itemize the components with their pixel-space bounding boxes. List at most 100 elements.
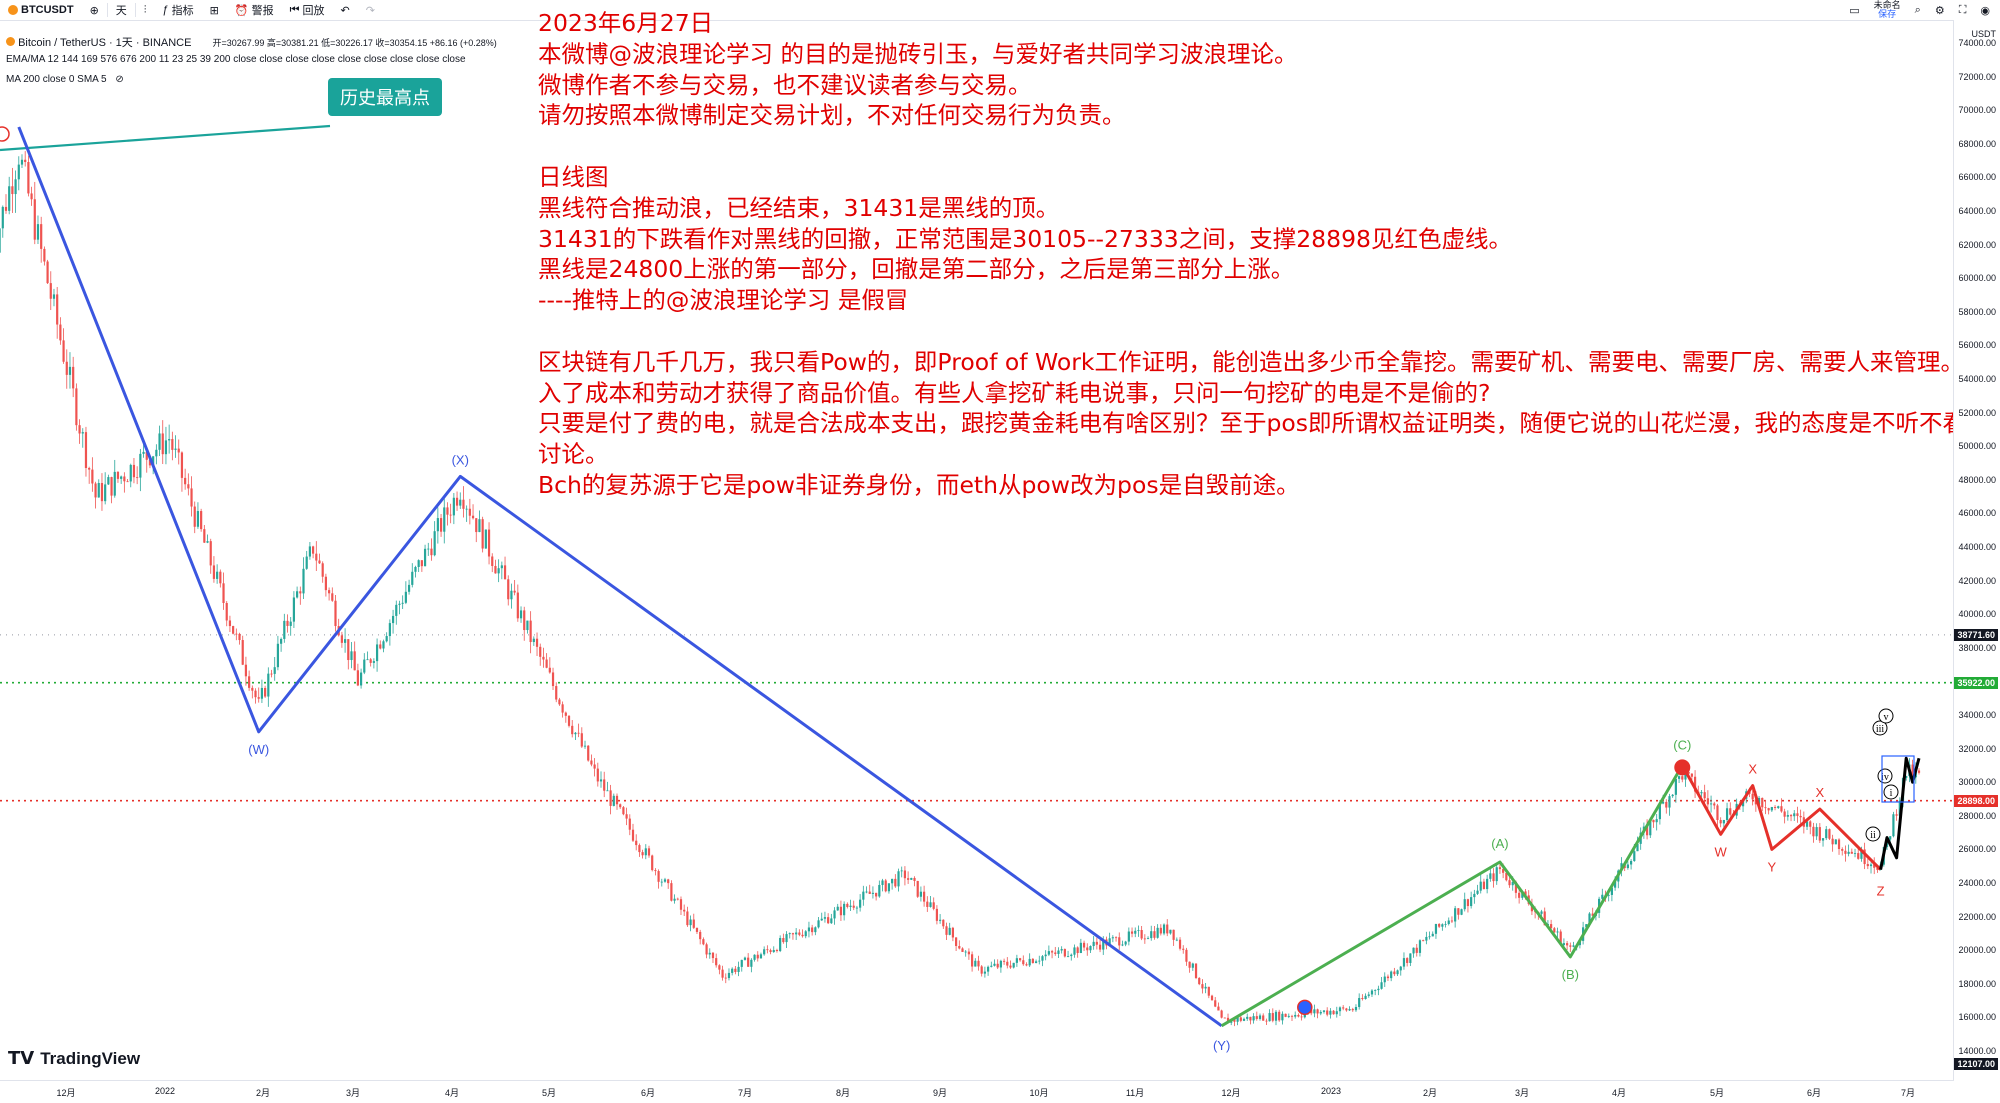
candle-body bbox=[587, 745, 590, 761]
candle-body bbox=[1700, 792, 1703, 794]
fullscreen-icon[interactable]: ⛶ bbox=[1958, 3, 1967, 16]
candle-body bbox=[1041, 956, 1044, 961]
y-tick-label: 68000.00 bbox=[1958, 138, 1996, 149]
y-tick-label: 60000.00 bbox=[1958, 273, 1996, 284]
candle-body bbox=[14, 179, 17, 195]
impulse-label-text: iv bbox=[1881, 772, 1889, 783]
candle-body bbox=[1466, 899, 1470, 907]
candle-body bbox=[817, 920, 820, 928]
candle-body bbox=[1140, 930, 1143, 939]
candle-body bbox=[1649, 819, 1652, 836]
candle-body bbox=[289, 621, 292, 626]
x-tick-label: 9月 bbox=[932, 1088, 948, 1098]
add-symbol-button[interactable]: ⊕ bbox=[90, 4, 99, 17]
redo-button[interactable]: ↷ bbox=[366, 4, 375, 17]
note-line: ----推特上的@波浪理论学习 是假冒 bbox=[538, 286, 909, 315]
indicators-icon: ƒ bbox=[162, 4, 169, 16]
currency-label[interactable]: USDT bbox=[1971, 29, 1997, 39]
layout-name[interactable]: 未命名 保存 bbox=[1874, 1, 1901, 19]
legend-indicator-2[interactable]: MA 200 close 0 SMA 5 ⊘ bbox=[6, 74, 124, 85]
candle-body bbox=[62, 340, 65, 362]
candle-body bbox=[961, 948, 964, 952]
candle-body bbox=[1057, 950, 1060, 954]
gear-icon[interactable]: ⚙ bbox=[1934, 4, 1945, 17]
candle-body bbox=[177, 448, 180, 453]
time-axis[interactable]: 12月 2022 2月 3月 4月 5月 6月 7月 8月 9月 10月 11月 12月 2023 2月 3月… bbox=[0, 1080, 1954, 1103]
candle-body bbox=[1550, 924, 1553, 929]
candle-body bbox=[1869, 864, 1873, 867]
candle-body bbox=[1428, 936, 1431, 938]
candle-body bbox=[264, 687, 267, 697]
candle-body bbox=[977, 960, 980, 967]
x-tick-label: 11月 bbox=[1125, 1088, 1145, 1098]
undo-button[interactable]: ↶ bbox=[340, 4, 349, 17]
eye-off-icon[interactable]: ⊘ bbox=[115, 74, 124, 85]
candle-body bbox=[446, 507, 449, 515]
candle-body bbox=[651, 855, 654, 871]
candle-body bbox=[1070, 954, 1073, 957]
candle-body bbox=[833, 910, 836, 919]
candle-body bbox=[1860, 849, 1863, 859]
candle-body bbox=[1556, 931, 1559, 933]
camera-icon[interactable]: ◉ bbox=[1980, 4, 1990, 17]
templates-button[interactable]: ⊞ bbox=[210, 4, 219, 17]
alert-button[interactable]: ⏰ 警报 bbox=[235, 2, 274, 18]
tv-logo-icon: 𝗧𝗩 bbox=[8, 1048, 35, 1068]
candle-body bbox=[1185, 949, 1188, 962]
interval-button[interactable]: 天 bbox=[116, 2, 127, 18]
candle-body bbox=[1358, 998, 1361, 1008]
x-tick-label: 6月 bbox=[640, 1088, 656, 1098]
candle-body bbox=[619, 804, 622, 808]
candle-body bbox=[59, 324, 62, 341]
blue-dot-marker bbox=[1297, 999, 1313, 1016]
search-icon[interactable]: ⌕ bbox=[1914, 3, 1921, 16]
candle-body bbox=[625, 814, 628, 819]
candle-body bbox=[708, 952, 711, 955]
candle-body bbox=[436, 518, 439, 532]
candle-body bbox=[142, 451, 145, 454]
candle-body bbox=[459, 499, 462, 506]
note-line bbox=[538, 316, 1998, 347]
candle-body bbox=[1287, 1015, 1290, 1017]
candle-body bbox=[897, 871, 900, 887]
symbol-search[interactable]: BTCUSDT bbox=[8, 4, 74, 16]
chart-type-button[interactable]: ⫶ bbox=[144, 4, 147, 17]
tradingview-logo[interactable]: 𝗧𝗩 TradingView bbox=[8, 1048, 140, 1069]
candle-body bbox=[852, 905, 855, 908]
candle-body bbox=[1194, 963, 1198, 979]
candle-body bbox=[420, 560, 423, 567]
candle-body bbox=[1591, 913, 1594, 916]
candle-body bbox=[324, 576, 327, 591]
candle-body bbox=[567, 715, 571, 726]
candle-body bbox=[1390, 971, 1393, 979]
legend-indicator-1[interactable]: EMA/MA 12 144 169 576 676 200 11 23 25 3… bbox=[6, 54, 466, 65]
divider bbox=[134, 3, 136, 17]
candle-body bbox=[1828, 829, 1831, 839]
candle-body bbox=[1777, 806, 1780, 809]
y-tick-label: 30000.00 bbox=[1958, 777, 1996, 788]
candle-body bbox=[305, 556, 308, 569]
candle-body bbox=[1706, 798, 1709, 805]
replay-button[interactable]: ⏮ 回放 bbox=[290, 2, 325, 18]
candle-body bbox=[1850, 851, 1853, 854]
candle-body bbox=[948, 927, 951, 935]
candle-body bbox=[430, 548, 433, 556]
chart-legend-title: Bitcoin / TetherUS · 1天 · BINANCE 开=3026… bbox=[6, 34, 497, 50]
wave-red-line bbox=[1680, 764, 1882, 871]
candle-body bbox=[1178, 939, 1182, 949]
divider bbox=[106, 3, 108, 17]
candle-body bbox=[1482, 881, 1486, 890]
candle-body bbox=[926, 901, 929, 907]
candle-body bbox=[407, 584, 411, 592]
candle-body bbox=[1585, 924, 1588, 928]
y-tick-label: 44000.00 bbox=[1958, 542, 1996, 552]
price-axis[interactable]: USDT 74000.00 72000.00 70000.00 68000.00 660… bbox=[1953, 20, 2000, 1080]
note-line: 本微博@波浪理论学习 的目的是抛砖引玉，与爱好者共同学习波浪理论。 bbox=[538, 39, 1298, 68]
candle-body bbox=[561, 704, 564, 713]
candle-body bbox=[1111, 937, 1114, 939]
candle-body bbox=[1761, 797, 1764, 808]
layout-icon[interactable]: ▭ bbox=[1849, 4, 1860, 17]
candle-body bbox=[711, 952, 715, 959]
indicators-button[interactable]: ƒ 指标 bbox=[163, 2, 194, 18]
